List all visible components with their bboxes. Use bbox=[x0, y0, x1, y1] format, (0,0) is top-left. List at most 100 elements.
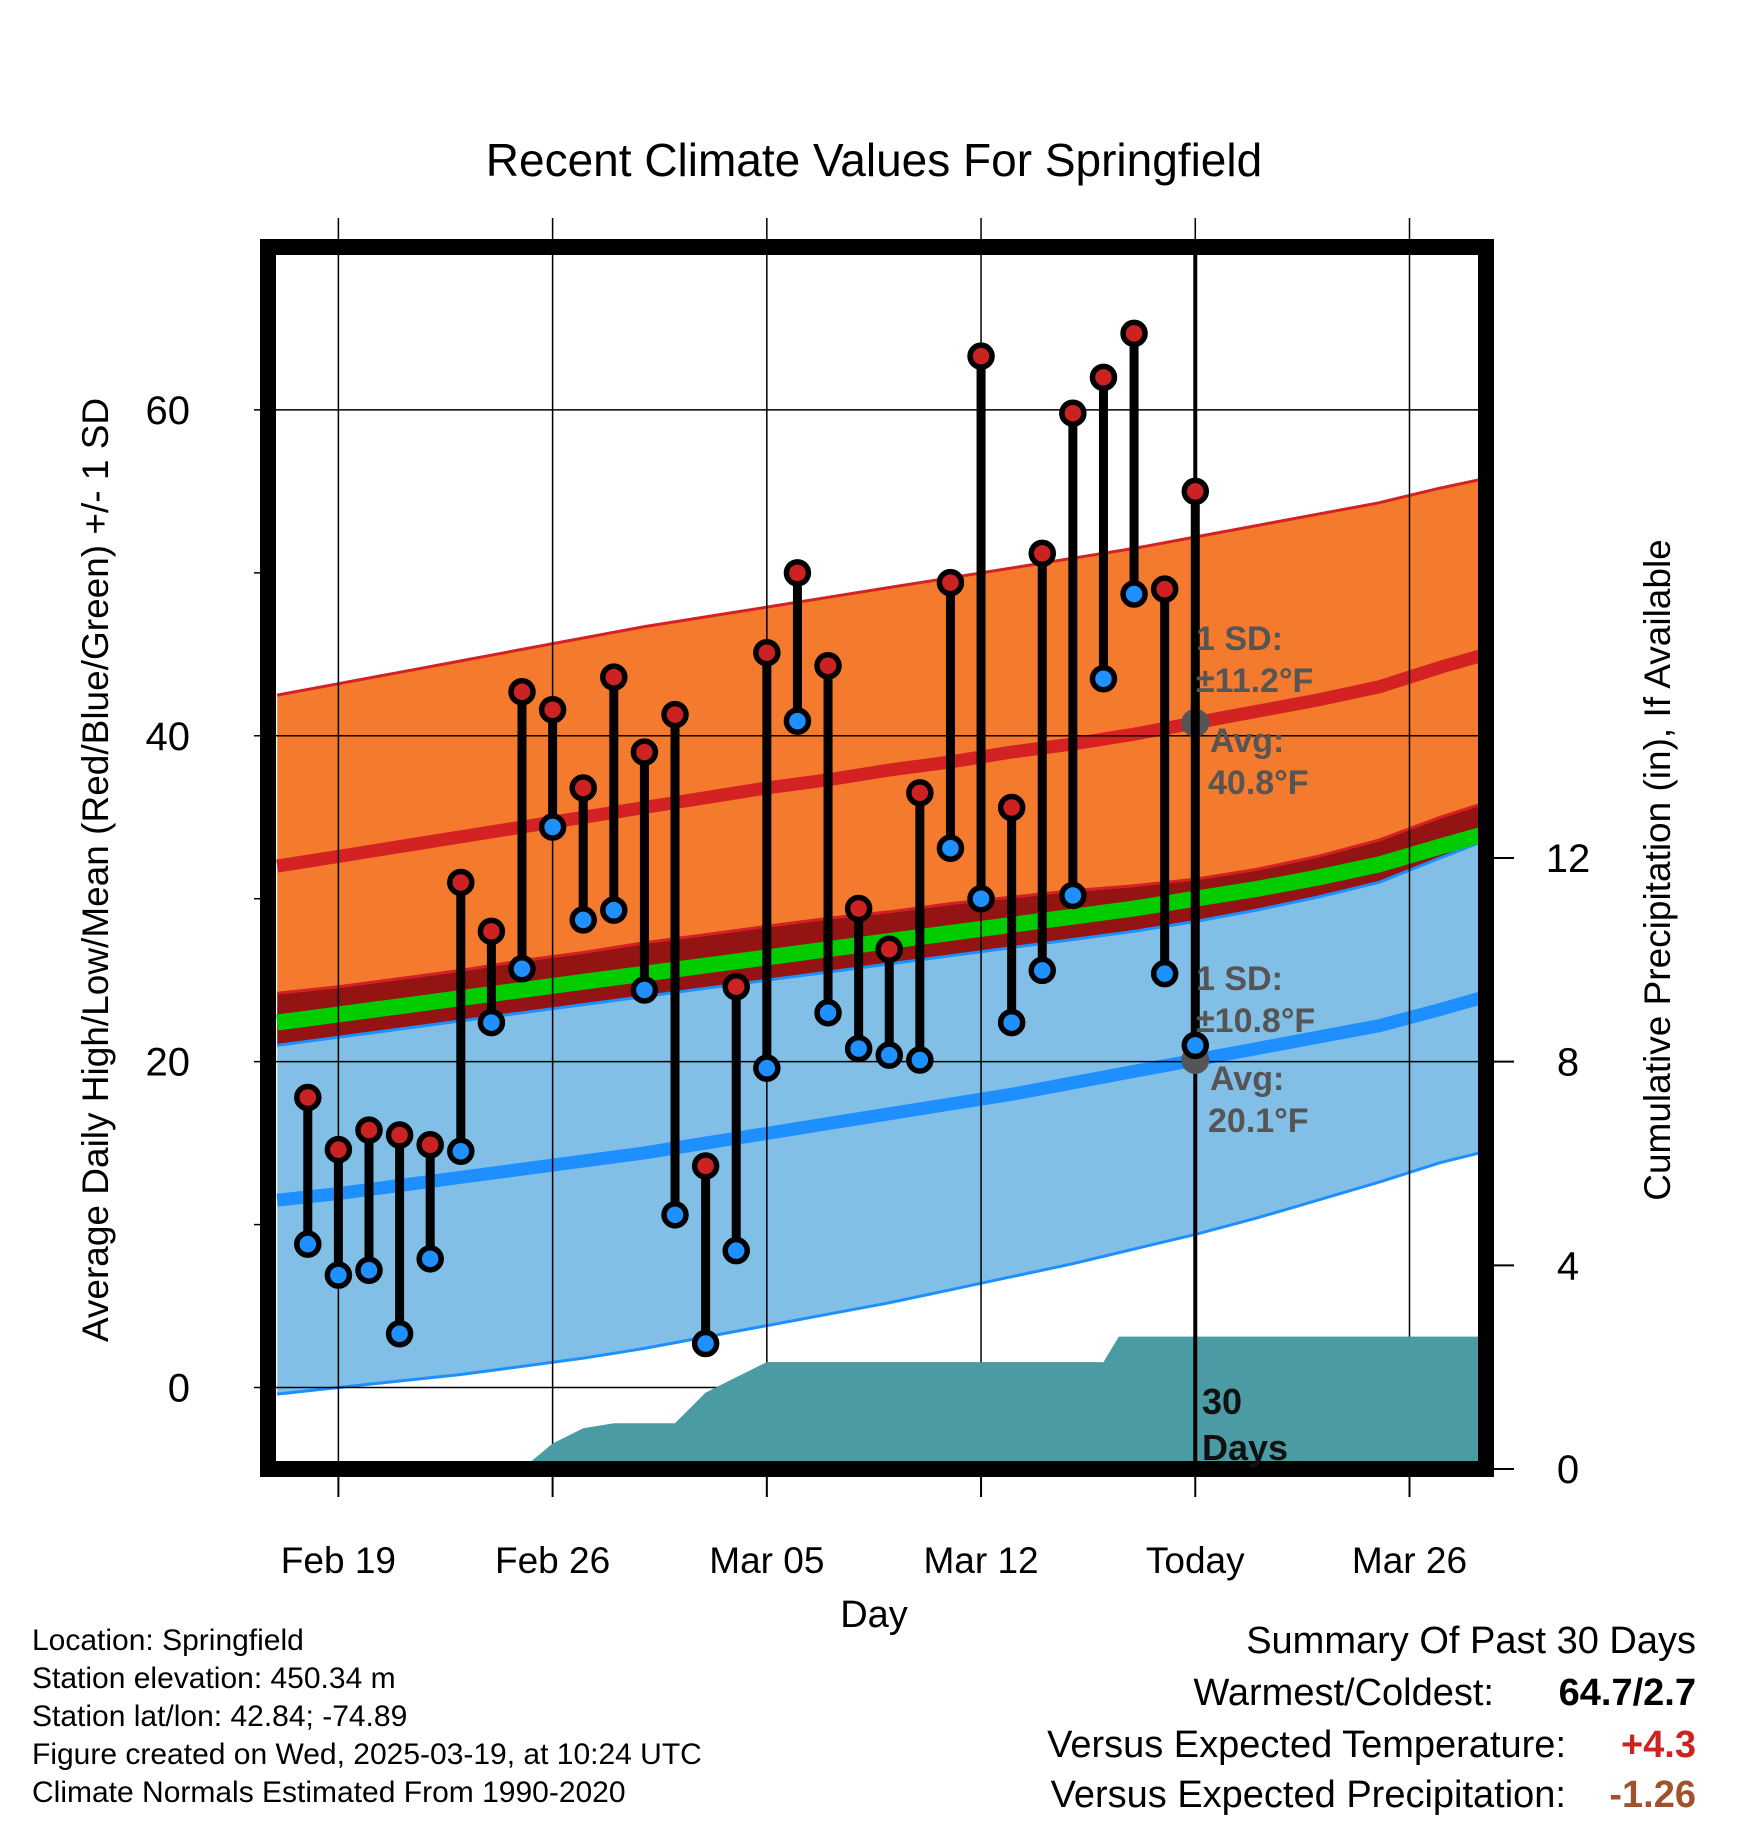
day-high-point bbox=[569, 774, 597, 802]
day-observation bbox=[906, 779, 934, 1074]
day-high-point bbox=[324, 1135, 353, 1164]
day-low-point bbox=[814, 999, 842, 1027]
y2-tick-label: 8 bbox=[1557, 1041, 1579, 1085]
day-observation bbox=[324, 1135, 353, 1289]
day-low-point bbox=[691, 1329, 720, 1358]
y-tick-label: 60 bbox=[146, 389, 191, 433]
summary-warmest-label: Warmest/Coldest: bbox=[1193, 1672, 1494, 1714]
day-observation bbox=[538, 695, 567, 841]
day-observation bbox=[1120, 319, 1148, 608]
precip-label-number: 30 bbox=[1202, 1381, 1242, 1422]
x-axis-label: Day bbox=[840, 1594, 908, 1636]
day-observation bbox=[967, 342, 995, 913]
day-low-point bbox=[477, 1008, 506, 1037]
low-normal-mean-line bbox=[276, 990, 1486, 1207]
day-observation bbox=[447, 868, 475, 1166]
day-observation bbox=[844, 894, 873, 1063]
day-low-point bbox=[294, 1230, 322, 1258]
y-axis-label: Average Daily High/Low/Mean (Red/Blue/Gr… bbox=[75, 398, 116, 1342]
day-high-point bbox=[722, 972, 750, 1001]
high-normal-annotation: 1 SD: ±11.2°F Avg: 40.8°F bbox=[1196, 620, 1313, 802]
day-low-point bbox=[661, 1201, 689, 1229]
day-observation bbox=[569, 774, 597, 934]
summary-title: Summary Of Past 30 Days bbox=[1246, 1620, 1696, 1662]
day-observation bbox=[936, 568, 965, 862]
day-low-point bbox=[936, 834, 965, 862]
day-observation bbox=[508, 678, 536, 983]
day-high-point bbox=[1028, 539, 1057, 568]
summary-precip-value: -1.26 bbox=[1609, 1774, 1696, 1816]
day-observation bbox=[294, 1083, 322, 1258]
day-high-point bbox=[1089, 363, 1118, 392]
summary-temp-label: Versus Expected Temperature: bbox=[1047, 1724, 1566, 1766]
low-sd-value: ±10.8°F bbox=[1196, 1002, 1315, 1040]
summary-warmest-value: 64.7/2.7 bbox=[1558, 1672, 1696, 1714]
day-observation bbox=[753, 638, 781, 1082]
day-low-point bbox=[783, 707, 812, 735]
day-observation bbox=[783, 559, 812, 735]
day-high-point bbox=[1059, 399, 1087, 427]
day-high-point bbox=[753, 638, 781, 667]
day-low-point bbox=[1120, 580, 1148, 608]
y-tick-label: 40 bbox=[146, 715, 191, 759]
x-tick-label: Feb 19 bbox=[281, 1540, 396, 1581]
day-low-point bbox=[906, 1046, 934, 1074]
day-high-point bbox=[538, 695, 567, 724]
low-avg-value: 20.1°F bbox=[1208, 1102, 1309, 1140]
day-high-point bbox=[477, 917, 506, 946]
day-low-point bbox=[600, 896, 628, 924]
day-observation bbox=[1150, 575, 1179, 988]
day-high-point bbox=[967, 342, 995, 370]
day-observation bbox=[691, 1152, 720, 1358]
day-low-point bbox=[967, 884, 995, 913]
day-low-point bbox=[753, 1054, 781, 1082]
day-low-point bbox=[324, 1261, 353, 1289]
axes: Feb 19 Feb 26 Mar 05 Mar 12 Today Mar 2602040… bbox=[146, 389, 1591, 1581]
day-high-point bbox=[416, 1131, 444, 1159]
footer-created: Figure created on Wed, 2025-03-19, at 10… bbox=[32, 1738, 702, 1771]
day-high-point bbox=[1120, 319, 1148, 348]
day-observation bbox=[1089, 363, 1118, 693]
day-observation bbox=[385, 1121, 414, 1348]
x-tick-label: Mar 26 bbox=[1352, 1540, 1467, 1581]
day-low-point bbox=[385, 1320, 414, 1348]
day-low-point bbox=[355, 1256, 383, 1284]
precip-label-days: Days bbox=[1202, 1427, 1288, 1468]
day-low-point bbox=[1089, 665, 1118, 693]
day-high-point bbox=[600, 663, 628, 691]
y-tick-label: 0 bbox=[168, 1367, 190, 1411]
day-high-point bbox=[906, 779, 934, 807]
day-low-point bbox=[416, 1245, 444, 1273]
day-low-point bbox=[722, 1236, 750, 1265]
footer-latlon: Station lat/lon: 42.84; -74.89 bbox=[32, 1700, 408, 1733]
day-low-point bbox=[569, 906, 597, 934]
day-low-point bbox=[630, 976, 659, 1004]
day-high-point bbox=[447, 868, 475, 897]
day-low-point bbox=[1059, 881, 1087, 910]
day-observation bbox=[1028, 539, 1057, 985]
day-observation bbox=[1181, 477, 1210, 1060]
day-observation bbox=[814, 651, 842, 1027]
day-high-point bbox=[385, 1121, 414, 1149]
daily-observations bbox=[294, 319, 1210, 1358]
high-avg-label: Avg: bbox=[1210, 722, 1284, 760]
precip-area bbox=[522, 1336, 1486, 1469]
day-high-point bbox=[814, 651, 842, 680]
high-lower-line bbox=[277, 801, 1486, 995]
x-tick-label: Mar 12 bbox=[923, 1540, 1038, 1581]
day-high-point bbox=[661, 700, 689, 729]
day-high-point bbox=[355, 1116, 383, 1144]
low-lower-line bbox=[277, 1149, 1486, 1396]
day-observation bbox=[722, 972, 750, 1265]
day-high-point bbox=[875, 935, 903, 963]
day-low-point bbox=[875, 1041, 903, 1069]
day-low-point bbox=[844, 1034, 873, 1063]
chart-title: Recent Climate Values For Springfield bbox=[486, 134, 1262, 186]
y-tick-label: 20 bbox=[146, 1041, 191, 1085]
day-high-point bbox=[997, 793, 1026, 822]
precipitation-area bbox=[522, 1336, 1486, 1469]
summary-temp-value: +4.3 bbox=[1620, 1724, 1696, 1766]
day-observation bbox=[1059, 399, 1087, 910]
y2-axis-label: Cumulative Precipitation (in), If Availa… bbox=[1637, 539, 1678, 1201]
